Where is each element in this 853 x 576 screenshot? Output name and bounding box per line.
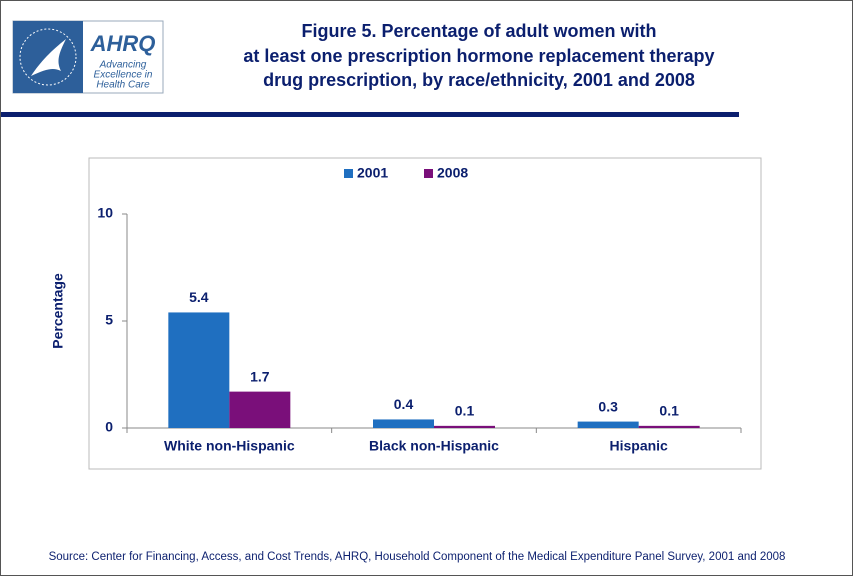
y-tick-label: 0 [105, 419, 113, 435]
bar [577, 421, 639, 428]
bar [638, 425, 700, 428]
value-label: 0.1 [455, 403, 475, 419]
y-axis-label: Percentage [50, 273, 66, 349]
x-tick-label: Black non-Hispanic [369, 438, 499, 454]
logo-tagline: Health Care [96, 80, 150, 91]
value-label: 5.4 [189, 289, 209, 305]
value-label: 0.4 [394, 396, 414, 412]
x-tick-label: Hispanic [609, 438, 668, 454]
logo-tagline: Excellence in [94, 70, 153, 81]
legend-label: 2008 [437, 165, 468, 181]
value-label: 0.1 [659, 403, 679, 419]
legend-swatch [424, 169, 433, 178]
value-label: 1.7 [250, 368, 270, 384]
source-note: Source: Center for Financing, Access, an… [49, 551, 786, 563]
bar [229, 391, 291, 428]
y-tick-label: 5 [105, 312, 113, 328]
chart-title: at least one prescription hormone replac… [243, 46, 714, 66]
hhs-eagle [31, 39, 66, 76]
chart-title: drug prescription, by race/ethnicity, 20… [263, 70, 695, 90]
chart-title: Figure 5. Percentage of adult women with [301, 21, 656, 41]
logo-name: AHRQ [90, 31, 156, 56]
logo-tagline: Advancing [99, 60, 147, 71]
bar [434, 425, 495, 428]
legend-label: 2001 [357, 165, 388, 181]
bar [373, 419, 434, 428]
legend-swatch [344, 169, 353, 178]
bar [168, 312, 230, 428]
hhs-ring [19, 28, 77, 86]
header-rule [1, 112, 739, 117]
y-tick-label: 10 [97, 205, 113, 221]
value-label: 0.3 [598, 398, 618, 414]
x-tick-label: White non-Hispanic [164, 438, 295, 454]
